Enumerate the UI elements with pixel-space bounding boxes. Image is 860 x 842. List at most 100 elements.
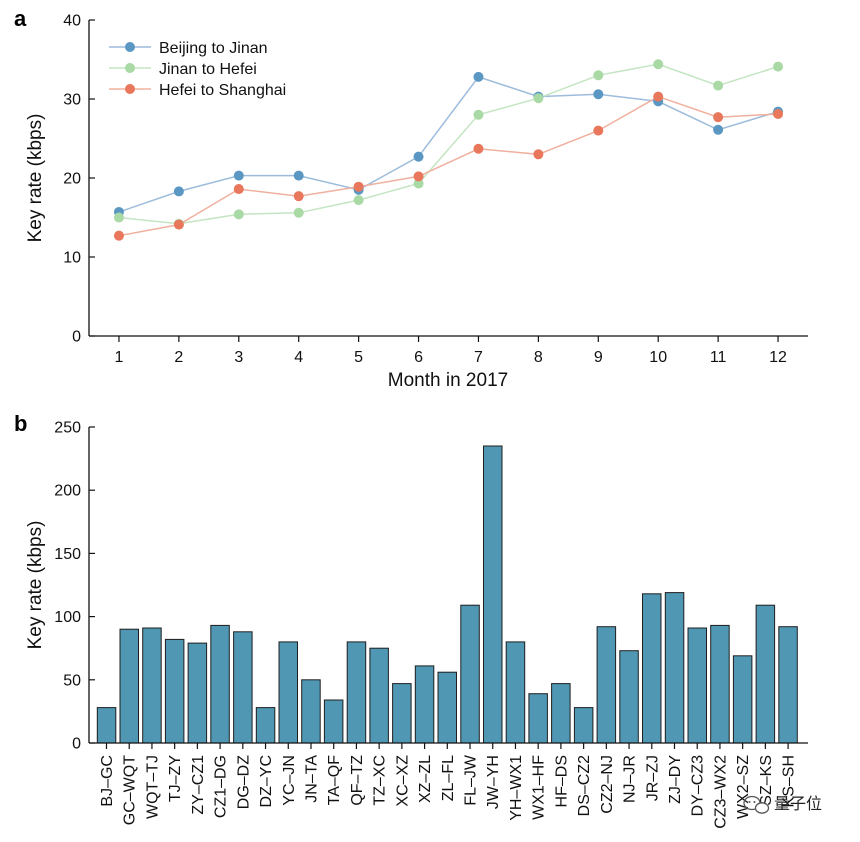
x-tick-label-b: KS–SH xyxy=(781,755,798,807)
series-1-point xyxy=(293,170,304,181)
series-2-point xyxy=(293,207,304,218)
y-tick-label-b: 250 xyxy=(54,420,81,437)
series-3-point xyxy=(113,230,124,241)
legend-marker-3 xyxy=(125,84,135,94)
x-tick-label-a: 6 xyxy=(414,349,423,366)
bar xyxy=(210,624,230,744)
series-3-point xyxy=(653,91,664,102)
series-1-point xyxy=(593,89,604,100)
series-2-point xyxy=(413,178,424,189)
x-tick-label-b: FL–JW xyxy=(463,754,480,806)
y-tick-label-b: 100 xyxy=(54,609,81,626)
x-tick-label-b: DS–CZ2 xyxy=(576,755,593,816)
x-tick-label-b: DZ–YC xyxy=(258,755,275,807)
x-tick-label-a: 8 xyxy=(534,349,543,366)
y-axis-title-a: Key rate (kbps) xyxy=(25,114,46,243)
x-tick-label-b: WX1–HF xyxy=(531,755,548,820)
x-tick-label-b: XC–XZ xyxy=(394,755,411,807)
x-tick-label-b: SZ–KS xyxy=(758,755,775,806)
bar xyxy=(664,592,685,744)
x-tick-label-a: 5 xyxy=(354,349,363,366)
series-lines-a xyxy=(118,63,779,237)
x-tick-label-a: 4 xyxy=(294,349,303,366)
bar xyxy=(119,628,139,744)
series-2-point xyxy=(653,59,664,70)
watermark: 量子位 xyxy=(743,794,822,814)
panel-b-label: b xyxy=(14,411,27,436)
y-tick-label-b: 50 xyxy=(63,672,81,689)
legend-label-1: Beijing to Jinan xyxy=(159,40,268,57)
series-2-point xyxy=(473,109,484,120)
y-tick-label-a: 10 xyxy=(63,250,81,267)
x-tick-label-b: DG–DZ xyxy=(235,755,252,809)
legend-marker-1 xyxy=(125,42,135,52)
series-line-3 xyxy=(118,95,779,237)
x-tick-label-b: ZJ–DY xyxy=(667,755,684,804)
x-axis-title-a: Month in 2017 xyxy=(388,370,508,391)
bar xyxy=(278,641,298,744)
bar xyxy=(778,626,798,744)
legend-label-2: Jinan to Hefei xyxy=(159,61,257,78)
series-1-point xyxy=(473,71,484,82)
bar xyxy=(323,699,344,744)
y-tick-label-a: 40 xyxy=(63,13,81,30)
bar xyxy=(573,707,594,744)
bar xyxy=(505,641,526,744)
bar xyxy=(551,683,571,744)
x-tick-label-b: BJ–GC xyxy=(99,755,116,807)
bar xyxy=(619,650,639,744)
bar xyxy=(255,707,276,744)
x-tick-label-b: QF–TZ xyxy=(349,755,366,806)
x-tick-label-a: 2 xyxy=(174,349,183,366)
bar-chart-panel-b: 0 50 100 150 200 250 BJ–GC GC–WQT WQT–TJ TJ–ZY ZY… xyxy=(25,420,808,829)
y-tick-label-b: 0 xyxy=(72,736,81,753)
y-tick-label-a: 20 xyxy=(63,171,81,188)
x-ticks-a: 1 2 3 4 5 6 7 8 9 10 11 12 xyxy=(115,336,787,366)
y-axis-title-b: Key rate (kbps) xyxy=(25,521,46,650)
legend-a: Beijing to Jinan Jinan to Hefei Hefei to S… xyxy=(109,40,286,99)
y-tick-label-b: 200 xyxy=(54,483,81,500)
bar xyxy=(164,638,185,744)
x-ticks-b: BJ–GC GC–WQT WQT–TJ TJ–ZY ZY–CZ1 CZ1–DG DG–DZ D… xyxy=(99,743,798,829)
bar xyxy=(460,604,480,744)
bar xyxy=(392,683,412,744)
x-tick-label-a: 10 xyxy=(649,349,667,366)
series-3-point xyxy=(413,171,424,182)
series-3-point xyxy=(233,184,244,195)
series-3-point xyxy=(533,149,544,160)
bars-b xyxy=(96,445,798,744)
x-tick-label-a: 3 xyxy=(234,349,243,366)
watermark-text: 量子位 xyxy=(774,794,822,813)
x-tick-label-b: TZ–XC xyxy=(372,755,389,806)
legend-label-3: Hefei to Shanghai xyxy=(159,82,286,99)
series-3-point xyxy=(353,181,364,192)
bar xyxy=(142,627,162,744)
bar xyxy=(96,707,117,744)
series-2-point xyxy=(533,93,544,104)
bar xyxy=(755,604,776,744)
x-tick-label-a: 11 xyxy=(710,349,727,366)
series-line-1 xyxy=(118,76,779,213)
series-2-point xyxy=(353,195,364,206)
series-1-point xyxy=(413,151,424,162)
x-tick-label-b: TA–QF xyxy=(326,755,343,806)
x-tick-label-a: 9 xyxy=(594,349,603,366)
series-1-point xyxy=(233,170,244,181)
x-tick-label-b: CZ2–NJ xyxy=(599,755,616,814)
series-2-point xyxy=(113,212,124,223)
y-tick-label-a: 30 xyxy=(63,92,81,109)
y-tick-label-b: 150 xyxy=(54,546,81,563)
series-2-point xyxy=(773,61,784,72)
x-tick-label-b: JW–YH xyxy=(485,755,502,809)
x-tick-label-b: CZ3–WX2 xyxy=(712,755,729,829)
panel-a-label: a xyxy=(14,6,27,31)
y-ticks-b: 0 50 100 150 200 250 xyxy=(54,420,95,753)
series-2-point xyxy=(713,80,724,91)
x-tick-label-b: YC–JN xyxy=(281,755,298,806)
wechat-icon xyxy=(743,795,770,814)
x-tick-label-b: ZY–CZ1 xyxy=(190,755,207,815)
x-tick-label-b: JN–TA xyxy=(304,755,321,803)
bar xyxy=(732,655,753,744)
